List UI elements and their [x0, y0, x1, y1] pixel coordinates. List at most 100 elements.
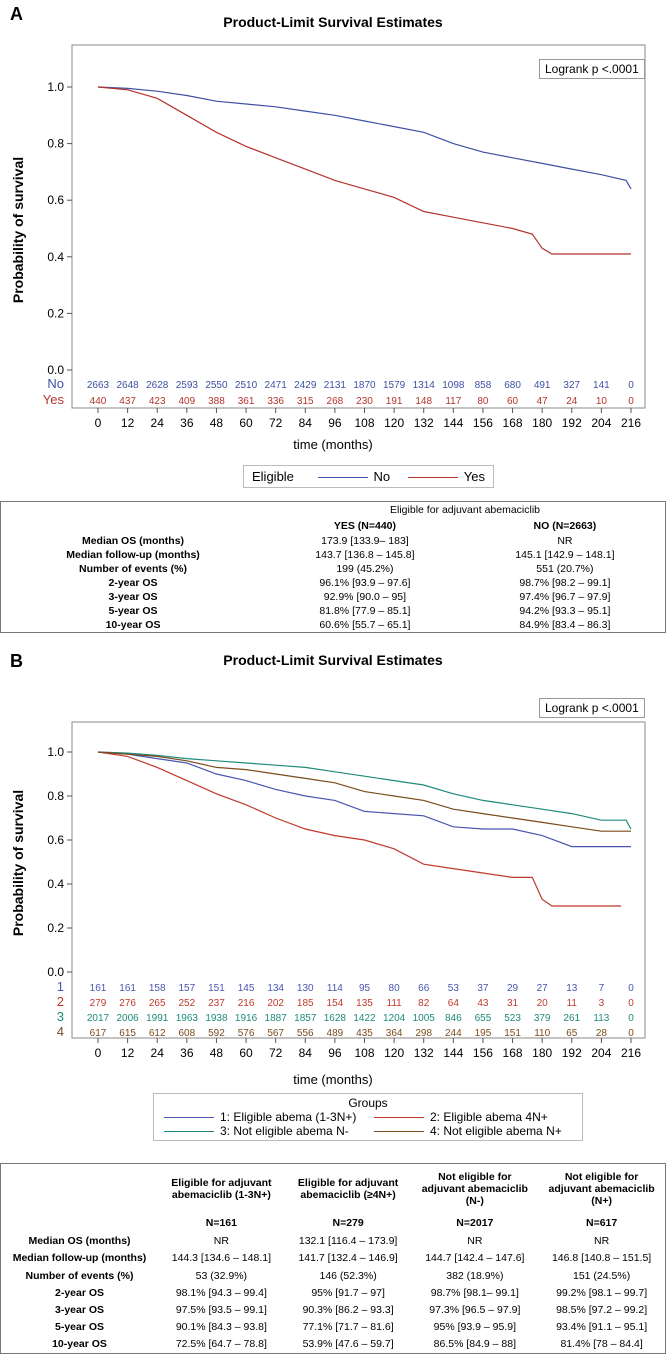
y-tick-label: 1.0 — [47, 80, 64, 94]
at-risk-row-label: Yes — [43, 392, 65, 407]
table-row: 5-year OS 90.1% [84.3 – 93.8] 77.1% [71.7 … — [1, 1319, 666, 1336]
row-label: Median OS (months) — [81, 535, 185, 547]
x-tick-label: 180 — [532, 1046, 552, 1060]
at-risk-count: 279 — [90, 998, 107, 1009]
at-risk-count: 28 — [596, 1028, 608, 1039]
x-tick-label: 156 — [473, 416, 493, 430]
table-cell: 99.2% [98.1 – 99.7] — [556, 1286, 648, 1299]
y-tick-label: 0.4 — [47, 250, 64, 264]
at-risk-count: 7 — [599, 983, 605, 994]
table-cell: 144.7 [142.4 – 147.6] — [425, 1252, 525, 1265]
table-row: 10-year OS 72.5% [64.7 – 78.8] 53.9% [47.6… — [1, 1336, 666, 1354]
at-risk-count: 27 — [537, 983, 549, 994]
table-row: Median OS (months) NR 132.1 [116.4 – 173.9… — [1, 1233, 666, 1250]
super-header-row: Eligible for adjuvant abemaciclib — [1, 502, 666, 519]
at-risk-count: 13 — [566, 983, 578, 994]
x-tick-label: 120 — [384, 1046, 404, 1060]
table-row: Number of events (%) 199 (45.2%) 551 (20.7… — [1, 562, 666, 576]
survival-curve-yes — [97, 86, 631, 255]
table-cell: 81.8% [77.9 – 85.1] — [319, 605, 411, 617]
table-cell: 72.5% [64.7 – 78.8] — [175, 1338, 267, 1351]
table-cell: 173.9 [133.9– 183] — [321, 535, 409, 547]
chart-title-b: Product-Limit Survival Estimates — [223, 652, 443, 668]
x-axis-label-b: time (months) — [293, 1072, 373, 1087]
at-risk-count: 66 — [418, 983, 430, 994]
table-cell: 90.1% [84.3 – 93.8] — [175, 1321, 267, 1334]
at-risk-count: 113 — [593, 1013, 609, 1024]
at-risk-count: 261 — [563, 1013, 580, 1024]
at-risk-count: 3 — [599, 998, 605, 1009]
row-label: 3-year OS — [54, 1303, 105, 1316]
at-risk-count: 615 — [119, 1028, 136, 1039]
legend-label-1: 1: Eligible abema (1-3N+) — [220, 1110, 357, 1124]
table-cell: 84.9% [83.4 – 86.3] — [519, 619, 611, 631]
legend-title: Groups — [348, 1096, 388, 1110]
legend-line-1 — [164, 1117, 214, 1119]
table-cell: 94.2% [93.3 – 95.1] — [519, 605, 611, 617]
at-risk-count: 47 — [537, 396, 549, 407]
table-cell: 382 (18.9%) — [446, 1269, 504, 1282]
table-cell: NR — [467, 1235, 483, 1248]
table-cell: 96.1% [93.9 – 97.6] — [319, 577, 411, 589]
table-cell: 132.1 [116.4 – 173.9] — [298, 1235, 398, 1248]
at-risk-count: 437 — [119, 396, 136, 407]
plot-frame — [71, 44, 646, 409]
legend-line-4 — [374, 1131, 424, 1133]
at-risk-count: 1916 — [235, 1013, 258, 1024]
table-cell: 146.8 [140.8 – 151.5] — [551, 1252, 652, 1265]
table-row: Number of events (%) 53 (32.9%) 146 (52.3%… — [1, 1267, 666, 1284]
row-label: Median follow-up (months) — [12, 1252, 147, 1265]
at-risk-count: 1005 — [413, 1013, 436, 1024]
at-risk-count: 11 — [567, 998, 578, 1009]
at-risk-count: 846 — [445, 1013, 462, 1024]
panel-letter-a: A — [10, 4, 23, 24]
at-risk-count: 315 — [297, 396, 314, 407]
at-risk-count: 145 — [238, 983, 255, 994]
table-cell: 95% [91.7 – 97] — [311, 1286, 385, 1299]
table-cell: 81.4% [78 – 84.4] — [560, 1338, 643, 1351]
y-tick-label: 0.6 — [47, 833, 64, 847]
table-cell: 551 (20.7%) — [536, 563, 594, 575]
header-row: Eligible for adjuvant abemaciclib (1-3N+… — [1, 1164, 666, 1214]
column-header: YES (N=440) — [333, 520, 396, 532]
y-tick-label: 0.2 — [47, 921, 64, 935]
row-label: Number of events (%) — [25, 1269, 134, 1282]
table-row: 3-year OS 92.9% [90.0 – 95] 97.4% [96.7 – … — [1, 590, 666, 604]
row-label: Number of events (%) — [79, 563, 187, 575]
x-tick-label: 192 — [562, 416, 582, 430]
x-tick-label: 84 — [299, 1046, 313, 1060]
at-risk-count: 2131 — [324, 380, 347, 391]
table-row: 2-year OS 96.1% [93.9 – 97.6] 98.7% [98.2 … — [1, 576, 666, 590]
column-n: N=161 — [205, 1216, 237, 1229]
at-risk-count: 1870 — [353, 380, 376, 391]
column-header: Not eligible for adjuvant abemaciclib (N… — [548, 1170, 655, 1207]
row-label: 3-year OS — [108, 591, 158, 603]
legend-line-no — [317, 477, 368, 479]
blank-header — [1, 502, 266, 519]
logrank-annotation-b: Logrank p <.0001 — [539, 698, 645, 718]
x-tick-label: 48 — [210, 416, 224, 430]
n-row: N=161 N=279 N=2017 N=617 — [1, 1213, 666, 1233]
table-row: 3-year OS 97.5% [93.5 – 99.1] 90.3% [86.2 … — [1, 1301, 666, 1318]
at-risk-count: 53 — [448, 983, 460, 994]
table-cell: 145.1 [142.9 – 148.1] — [515, 549, 615, 561]
at-risk-count: 1887 — [265, 1013, 288, 1024]
x-tick-label: 24 — [151, 416, 165, 430]
at-risk-count: 2429 — [294, 380, 317, 391]
x-tick-label: 204 — [591, 1046, 611, 1060]
at-risk-count: 161 — [90, 983, 107, 994]
at-risk-count: 20 — [537, 998, 549, 1009]
at-risk-count: 1579 — [383, 380, 406, 391]
x-tick-label: 0 — [95, 416, 102, 430]
at-risk-count: 523 — [504, 1013, 521, 1024]
legend-label-2: 2: Eligible abema 4N+ — [430, 1110, 548, 1124]
at-risk-count: 148 — [415, 396, 432, 407]
row-label: 2-year OS — [108, 577, 158, 589]
row-label: Median follow-up (months) — [66, 549, 200, 561]
table-cell: 53.9% [47.6 – 59.7] — [302, 1338, 394, 1351]
legend-b: Groups 1: Eligible abema (1-3N+) 2: Elig… — [153, 1093, 583, 1141]
table-row: 5-year OS 81.8% [77.9 – 85.1] 94.2% [93.3 … — [1, 604, 666, 618]
table-cell: 98.5% [97.2 – 99.2] — [556, 1303, 648, 1316]
at-risk-count: 1204 — [383, 1013, 406, 1024]
y-tick-label: 0.8 — [47, 137, 64, 151]
